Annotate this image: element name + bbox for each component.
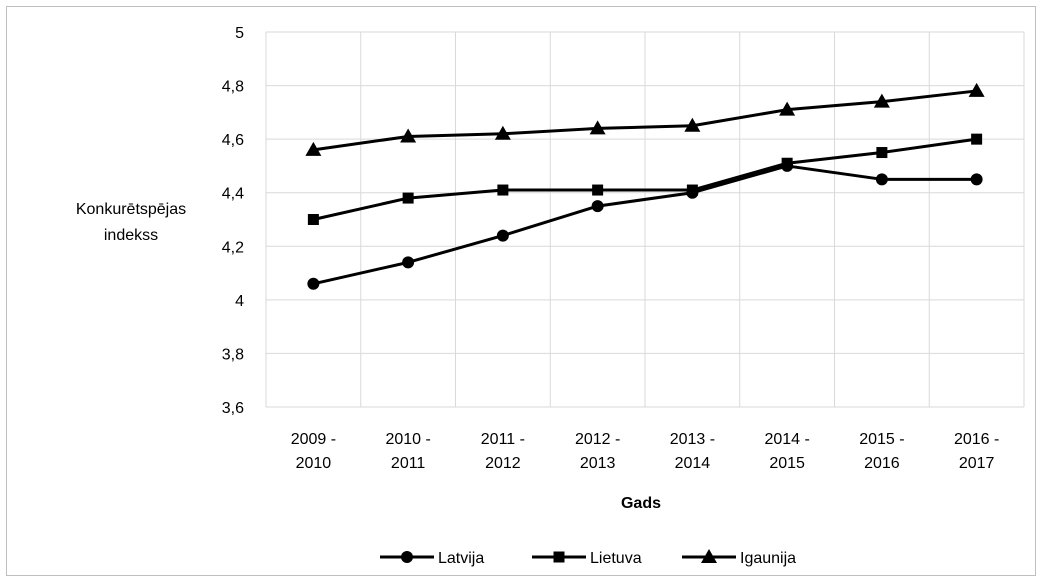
x-tick-label: 2012 [485, 455, 521, 472]
x-tick-label: 2013 - [670, 431, 715, 448]
data-point [402, 256, 415, 269]
y-tick-label: 5 [235, 25, 244, 42]
data-point [591, 200, 604, 213]
legend-marker [701, 549, 717, 563]
data-point [876, 147, 888, 159]
x-tick-label: 2016 - [954, 431, 999, 448]
y-tick-label: 3,8 [222, 346, 244, 363]
legend-label: Latvija [438, 550, 484, 567]
x-tick-label: 2016 [864, 455, 900, 472]
y-tick-label: 4 [235, 293, 244, 310]
data-point [779, 101, 796, 116]
data-point [971, 133, 983, 145]
data-point [781, 157, 793, 169]
x-tick-label: 2013 [580, 455, 616, 472]
y-axis-title-line-1: Konkurētspējas [76, 201, 186, 218]
legend-marker [553, 551, 565, 563]
data-point [875, 173, 888, 186]
x-tick-label: 2011 [391, 455, 426, 472]
x-tick-label: 2010 - [385, 431, 430, 448]
chart-frame [6, 6, 1036, 576]
legend-marker [401, 551, 413, 563]
legend-item-igaunija: Igaunija [682, 549, 796, 567]
series-group [305, 82, 985, 290]
data-point [400, 128, 417, 143]
x-tick-label: 2011 - [481, 431, 525, 448]
series-line [313, 164, 977, 286]
series-igaunija [305, 82, 985, 156]
legend: Latvija Lietuva Igaunija [380, 549, 796, 567]
legend-label: Lietuva [590, 550, 642, 567]
x-tick-label: 2015 - [859, 431, 904, 448]
data-point [592, 184, 604, 196]
x-tick-label: 2010 [296, 455, 332, 472]
y-axis-ticks: 3,6 3,8 4 4,2 4,4 4,6 4,8 5 [222, 25, 244, 417]
y-tick-label: 4,8 [222, 79, 244, 96]
legend-item-latvija: Latvija [380, 550, 484, 567]
data-point [970, 173, 983, 186]
data-point [686, 184, 698, 196]
data-point [307, 214, 319, 225]
data-point [968, 82, 985, 97]
x-tick-label: 2015 [769, 455, 805, 472]
series-line [313, 137, 977, 221]
data-point [305, 141, 322, 156]
x-tick-label: 2014 - [764, 431, 809, 448]
series-latvija [307, 159, 983, 290]
data-point [307, 277, 320, 290]
data-point [402, 192, 414, 204]
data-point [684, 117, 701, 132]
x-tick-label: 2014 [675, 455, 711, 472]
y-tick-label: 4,4 [222, 186, 244, 203]
data-point [496, 229, 509, 242]
x-tick-label: 2009 - [291, 431, 336, 448]
x-axis-title: Gads [621, 495, 661, 512]
x-axis-ticks: 2009 - 2010 2010 - 2011 2011 - 2012 2012 - 2013… [291, 431, 1000, 472]
data-point [589, 120, 606, 135]
x-tick-label: 2012 - [575, 431, 620, 448]
grid [265, 31, 1025, 408]
legend-label: Igaunija [740, 550, 796, 567]
legend-item-lietuva: Lietuva [532, 550, 642, 567]
data-point [497, 184, 509, 196]
y-tick-label: 3,6 [222, 400, 244, 417]
y-tick-label: 4,2 [222, 239, 244, 256]
data-point [873, 93, 890, 108]
series-lietuva [307, 133, 983, 225]
x-tick-label: 2017 [959, 455, 995, 472]
y-tick-label: 4,6 [222, 132, 244, 149]
series-line [313, 89, 977, 152]
data-point [494, 125, 511, 140]
y-axis-title-line-2: indekss [104, 227, 158, 244]
